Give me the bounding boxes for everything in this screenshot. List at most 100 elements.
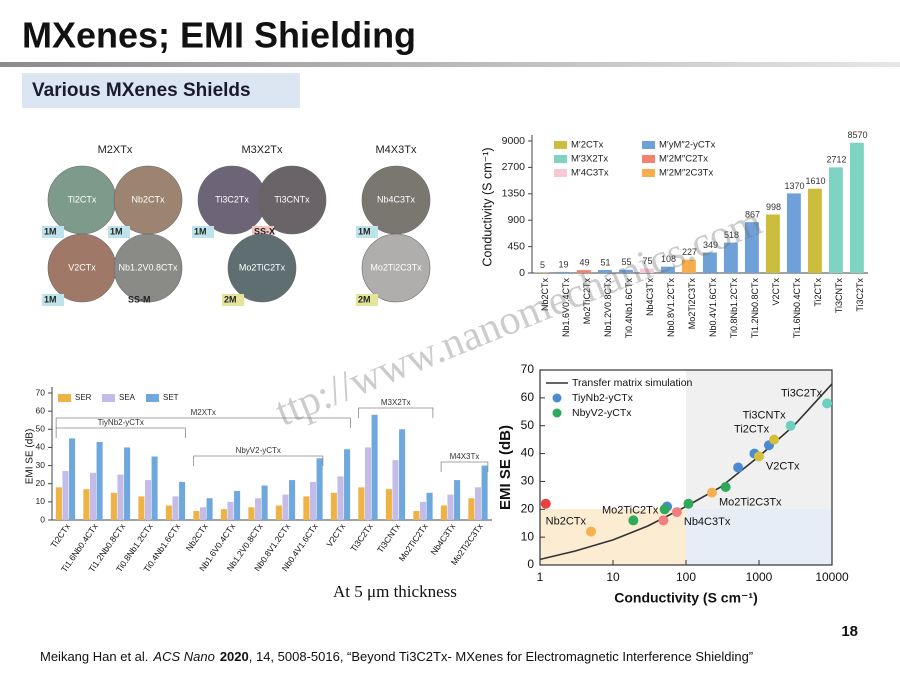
bar [316, 458, 323, 520]
emi-scatter-chart: 0 10 20 30 40 50 60 70 1 10 100 1000 10000 EMI SE (dB… [497, 362, 849, 606]
data-label: 108 [661, 254, 676, 264]
y-tick-label: 30 [36, 460, 46, 470]
point [706, 487, 717, 498]
bar [828, 167, 843, 273]
x-tick-label: Nb0.8V1.2CTx [666, 278, 676, 338]
data-label: 19 [558, 259, 568, 269]
tag-box [222, 294, 244, 306]
sample-tag: 2M [358, 294, 371, 304]
citation-authors: Meikang Han et al. [40, 649, 148, 664]
x-tick-label: Nb1.2V0.8CTx [603, 278, 613, 338]
x-tick-label: 100 [676, 570, 696, 584]
tag-box [42, 294, 64, 306]
bar [660, 266, 675, 273]
bar [468, 498, 475, 520]
bar [618, 269, 633, 273]
data-label: 349 [703, 240, 718, 250]
x-tick-label: 1000 [746, 570, 773, 584]
bar [371, 414, 378, 520]
legend-label: TiyNb2-yCTx [572, 392, 634, 404]
sample-label: Nb1.2V0.8CTx [118, 262, 178, 272]
x-tick-label: Nb4C3Tx [645, 278, 655, 317]
point [822, 398, 833, 409]
y-axis-label: Conductivity (S cm⁻¹) [480, 147, 494, 266]
y-tick-label: 0 [40, 514, 45, 524]
bar [206, 498, 213, 520]
bar [392, 460, 399, 520]
y-tick-label: 0 [519, 267, 525, 279]
y-tick-label: 40 [36, 442, 46, 452]
group-label: NbyV2-yCTx [236, 446, 281, 455]
citation-details: , 14, 5008-5016, “Beyond Ti3C2Tx- MXenes… [249, 649, 753, 664]
bar [337, 476, 344, 520]
y-tick-label: 2700 [502, 161, 526, 173]
subtitle-box [22, 73, 300, 108]
bar [440, 505, 447, 520]
bar [807, 188, 822, 273]
x-tick-label: Ti1.2Nb0.8CTx [750, 278, 760, 339]
group-label: M2XTx [191, 408, 216, 417]
bar [289, 480, 296, 520]
y-tick-label: 60 [36, 405, 46, 415]
bar [282, 494, 289, 520]
sample-photo [113, 233, 183, 303]
legend-swatch [642, 155, 655, 163]
bar [193, 510, 200, 520]
legend-swatch [58, 394, 71, 402]
sample-tag: SS-M [128, 294, 151, 304]
bar [330, 492, 337, 520]
bar [254, 498, 262, 520]
y-tick-label: 40 [521, 446, 535, 460]
bar [639, 268, 654, 273]
sample-label: Ti2CTx [68, 194, 97, 204]
group-label: TiyNb2-yCTx [98, 418, 144, 427]
point [733, 462, 744, 473]
group-header: M4X3Tx [376, 144, 417, 156]
bar [576, 270, 591, 273]
bar [117, 474, 124, 520]
data-label: 49 [579, 258, 589, 268]
x-tick-label: 10 [606, 570, 620, 584]
y-tick-label: 70 [36, 387, 46, 397]
point [683, 498, 694, 509]
x-tick-label: Nb0.4V1.6CTx [708, 278, 718, 338]
legend-swatch [146, 394, 159, 402]
x-tick-label: 10000 [815, 570, 849, 584]
citation-year: 2020 [220, 649, 249, 664]
group-label: M4X3Tx [450, 452, 480, 461]
point-label: Mo2Ti2C3Tx [719, 496, 782, 508]
data-label: 75 [642, 256, 652, 266]
point [753, 451, 764, 462]
data-label: 867 [745, 210, 760, 220]
data-label: 55 [621, 257, 631, 267]
bar [138, 496, 145, 520]
sample-photo [227, 233, 297, 303]
x-tick-label: Nb1.6V0.4CTx [561, 278, 571, 338]
bar [179, 481, 186, 520]
point-label: V2CTx [766, 460, 800, 472]
y-tick-label: 9000 [502, 135, 526, 147]
page-number: 18 [841, 623, 858, 640]
x-tick-label: V2CTx [771, 278, 781, 306]
bar [454, 480, 461, 520]
bar [275, 505, 282, 520]
legend-label: NbyV2-yCTx [572, 407, 632, 419]
bar [597, 270, 612, 273]
legend-label: M′3X2Tx [571, 154, 608, 165]
bar [151, 456, 158, 520]
bar [309, 481, 317, 520]
tag-box [108, 226, 130, 238]
y-tick-label: 0 [527, 557, 534, 571]
point [540, 498, 551, 509]
sample-label: V2CTx [68, 262, 96, 272]
legend-swatch [102, 394, 115, 402]
bar [220, 509, 227, 520]
x-tick-label: Mo2Ti2C3Tx [687, 278, 697, 330]
sample-tag: 1M [44, 294, 57, 304]
legend-label: M′4C3Tx [571, 168, 609, 179]
bar [248, 507, 255, 520]
legend-label: M′2M″C2Tx [659, 154, 708, 165]
x-tick-label: Ti0.4Nb1.6CTx [624, 278, 634, 339]
x-tick-label: Ti3CNTx [834, 278, 844, 314]
data-label: 227 [682, 247, 697, 257]
